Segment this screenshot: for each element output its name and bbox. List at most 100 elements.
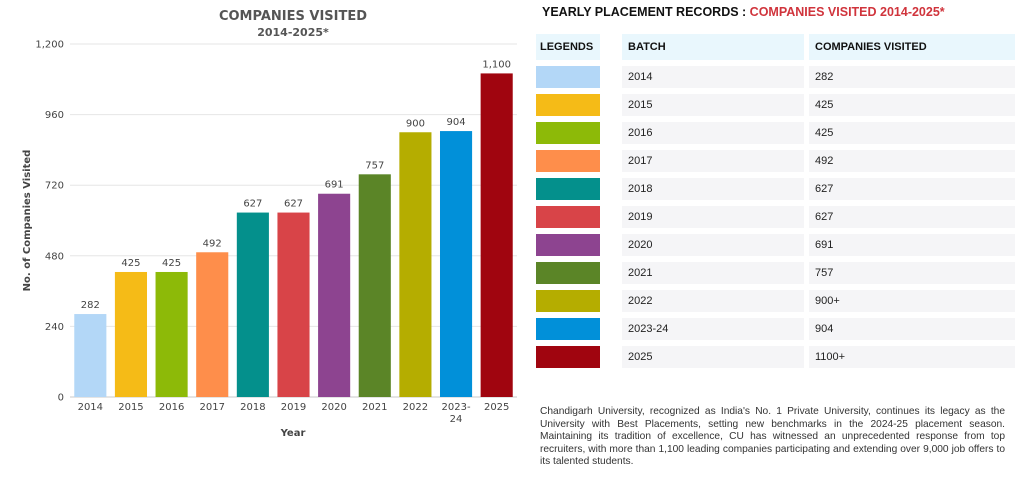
- x-tick-label: 2015: [118, 402, 143, 413]
- batch-cell: 2016: [622, 122, 804, 144]
- companies-cell: 425: [809, 122, 1015, 144]
- y-tick-label: 960: [45, 110, 64, 121]
- bar-value-label: 904: [446, 117, 465, 128]
- row-gap: [600, 206, 622, 228]
- bar: [74, 314, 107, 397]
- batch-cell: 2020: [622, 234, 804, 256]
- bar-value-label: 282: [81, 300, 100, 311]
- legend-cell: [536, 150, 600, 172]
- companies-cell: 904: [809, 318, 1015, 340]
- chart-subtitle: 2014-2025*: [257, 26, 329, 39]
- bar-value-label: 425: [121, 258, 140, 269]
- table-row: 2017 492: [536, 150, 1015, 172]
- chart-canvas: COMPANIES VISITED 2014-2025* 0 240 480 720 960…: [22, 9, 517, 439]
- companies-cell: 282: [809, 66, 1015, 88]
- table-row: 2023-24 904: [536, 318, 1015, 340]
- header-companies: COMPANIES VISITED: [809, 34, 1015, 60]
- x-tick-label: 2025: [484, 402, 509, 413]
- records-title-prefix: YEARLY PLACEMENT RECORDS :: [542, 5, 750, 19]
- bar: [114, 271, 148, 397]
- row-gap: [600, 150, 622, 172]
- records-body: 2014 282 2015 425 2016 425 2017 492 2018 627 2019 6…: [536, 66, 1015, 368]
- row-gap: [600, 318, 622, 340]
- legend-swatch: [536, 122, 600, 144]
- batch-cell: 2015: [622, 94, 804, 116]
- y-tick-label: 1,200: [35, 40, 64, 51]
- y-tick-label: 480: [45, 251, 64, 262]
- x-tick-label: 2023-24: [442, 402, 471, 425]
- placement-records-panel: YEARLY PLACEMENT RECORDS : COMPANIES VIS…: [536, 0, 1016, 480]
- bar: [480, 73, 513, 398]
- row-gap: [600, 122, 622, 144]
- records-title-highlight: COMPANIES VISITED 2014-2025*: [749, 5, 945, 19]
- legend-swatch: [536, 262, 600, 284]
- batch-cell: 2022: [622, 290, 804, 312]
- records-table: LEGENDS BATCH COMPANIES VISITED 2014 282 2…: [536, 28, 1015, 374]
- legend-cell: [536, 346, 600, 368]
- legend-cell: [536, 234, 600, 256]
- bar-value-label: 757: [365, 160, 384, 171]
- table-row: 2020 691: [536, 234, 1015, 256]
- x-tick-label: 2017: [200, 402, 225, 413]
- legend-swatch: [536, 206, 600, 228]
- description-paragraph: Chandigarh University, recognized as Ind…: [540, 406, 1005, 467]
- bar: [439, 131, 473, 397]
- companies-cell: 425: [809, 94, 1015, 116]
- legend-cell: [536, 66, 600, 88]
- bar: [318, 193, 351, 397]
- batch-cell: 2021: [622, 262, 804, 284]
- batch-cell: 2023-24: [622, 318, 804, 340]
- legend-cell: [536, 206, 600, 228]
- bar: [155, 271, 188, 397]
- row-gap: [600, 66, 622, 88]
- bar-value-label: 425: [162, 258, 181, 269]
- bar-value-label: 492: [203, 238, 222, 249]
- legend-cell: [536, 94, 600, 116]
- row-gap: [600, 234, 622, 256]
- companies-cell: 627: [809, 206, 1015, 228]
- row-gap: [600, 94, 622, 116]
- bar: [196, 252, 229, 397]
- records-title: YEARLY PLACEMENT RECORDS : COMPANIES VIS…: [542, 5, 945, 19]
- x-tick-label: 2022: [403, 402, 428, 413]
- legend-swatch: [536, 66, 600, 88]
- bar: [236, 212, 269, 397]
- batch-cell: 2014: [622, 66, 804, 88]
- bar-value-label: 1,100: [482, 59, 511, 70]
- bar-value-label: 900: [406, 118, 425, 129]
- table-row: 2021 757: [536, 262, 1015, 284]
- companies-cell: 1100+: [809, 346, 1015, 368]
- table-row: 2025 1100+: [536, 346, 1015, 368]
- table-row: 2019 627: [536, 206, 1015, 228]
- y-tick-label: 0: [58, 393, 64, 404]
- bar: [277, 212, 310, 397]
- header-gap: [600, 34, 622, 60]
- companies-cell: 691: [809, 234, 1015, 256]
- companies-visited-chart: COMPANIES VISITED 2014-2025* 0 240 480 720 960…: [22, 9, 517, 439]
- companies-cell: 627: [809, 178, 1015, 200]
- bar: [358, 174, 391, 397]
- row-gap: [600, 346, 622, 368]
- table-row: 2018 627: [536, 178, 1015, 200]
- x-tick-label: 2016: [159, 402, 184, 413]
- legend-cell: [536, 178, 600, 200]
- x-tick-label: 2019: [281, 402, 306, 413]
- bar-value-label: 627: [284, 199, 303, 210]
- bar-value-label: 627: [243, 199, 262, 210]
- table-row: 2014 282: [536, 66, 1015, 88]
- y-axis-title: No. of Companies Visited: [22, 150, 33, 292]
- x-tick-label: 2021: [362, 402, 387, 413]
- legend-cell: [536, 122, 600, 144]
- legend-cell: [536, 262, 600, 284]
- records-header-row: LEGENDS BATCH COMPANIES VISITED: [536, 34, 1015, 60]
- x-axis-title: Year: [280, 428, 306, 439]
- legend-swatch: [536, 178, 600, 200]
- y-tick-label: 720: [45, 181, 64, 192]
- legend-cell: [536, 290, 600, 312]
- companies-cell: 900+: [809, 290, 1015, 312]
- x-tick-label: 2018: [240, 402, 265, 413]
- table-row: 2016 425: [536, 122, 1015, 144]
- row-gap: [600, 178, 622, 200]
- legend-swatch: [536, 318, 600, 340]
- x-tick-label: 2020: [321, 402, 346, 413]
